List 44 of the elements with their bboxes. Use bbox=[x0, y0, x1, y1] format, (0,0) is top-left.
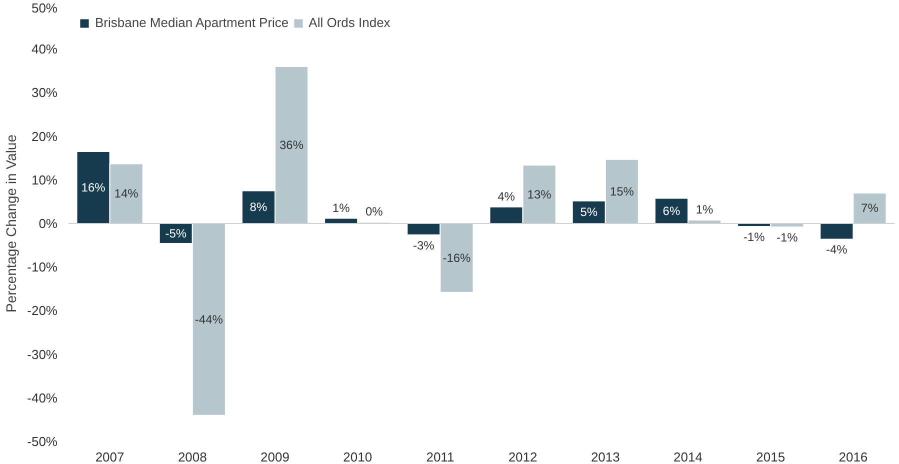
data-label: 16% bbox=[81, 180, 106, 195]
x-tick-label: 2009 bbox=[260, 450, 290, 464]
data-label: -1% bbox=[776, 230, 798, 244]
x-tick-label: 2015 bbox=[756, 450, 786, 464]
data-label: 0% bbox=[365, 204, 384, 219]
y-tick-label: 20% bbox=[31, 128, 58, 144]
x-tick-label: 2008 bbox=[178, 450, 207, 464]
y-tick-label: -40% bbox=[27, 390, 58, 406]
data-label: -3% bbox=[413, 238, 435, 252]
y-tick-label: -20% bbox=[27, 303, 58, 318]
data-label: 6% bbox=[662, 204, 680, 218]
data-label: 7% bbox=[861, 201, 879, 216]
data-label: -44% bbox=[194, 312, 224, 326]
y-tick-label: -50% bbox=[27, 434, 58, 449]
x-tick-label: 2013 bbox=[590, 450, 620, 464]
data-label: -4% bbox=[826, 242, 848, 257]
data-label: 4% bbox=[498, 189, 516, 204]
data-label: -5% bbox=[165, 226, 187, 241]
data-label: 36% bbox=[280, 138, 304, 152]
data-label: 15% bbox=[610, 184, 634, 198]
y-tick-label: 30% bbox=[31, 85, 58, 100]
data-label: 8% bbox=[250, 200, 268, 214]
x-tick-label: 2010 bbox=[343, 450, 372, 464]
x-tick-label: 2007 bbox=[95, 450, 124, 464]
y-tick-label: 50% bbox=[31, 0, 58, 16]
legend-label: Brisbane Median Apartment Price bbox=[95, 15, 289, 30]
data-label: 1% bbox=[332, 200, 350, 215]
x-tick-label: 2014 bbox=[674, 450, 702, 464]
y-tick-label: 10% bbox=[31, 172, 58, 188]
y-tick-label: -10% bbox=[27, 260, 58, 275]
data-label: -1% bbox=[743, 230, 766, 244]
y-tick-label: 0% bbox=[38, 216, 58, 231]
y-tick-label: 40% bbox=[31, 42, 58, 57]
data-label: -16% bbox=[442, 250, 472, 265]
legend-label: All Ords Index bbox=[308, 15, 390, 30]
y-axis-title: Percentage Change in Value bbox=[3, 134, 20, 312]
data-label: 1% bbox=[696, 202, 714, 217]
data-label: 13% bbox=[527, 187, 552, 202]
y-tick-label: -30% bbox=[27, 346, 58, 362]
data-label: 14% bbox=[114, 186, 139, 201]
x-tick-label: 2011 bbox=[426, 450, 454, 464]
data-label: 5% bbox=[580, 205, 598, 220]
x-tick-label: 2012 bbox=[508, 450, 538, 464]
x-tick-label: 2016 bbox=[838, 450, 868, 464]
